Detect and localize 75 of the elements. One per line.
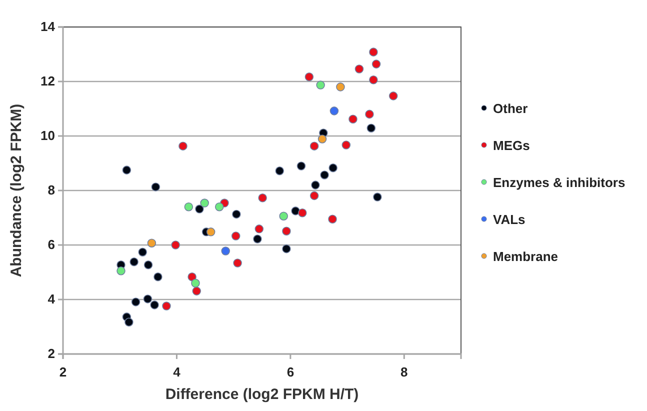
point bbox=[150, 300, 159, 310]
point bbox=[233, 258, 242, 268]
point bbox=[336, 82, 345, 92]
legend-label: Other bbox=[493, 101, 528, 116]
point bbox=[151, 182, 160, 192]
point bbox=[298, 208, 307, 218]
y-tick-label: 4 bbox=[48, 292, 56, 307]
point bbox=[191, 278, 200, 288]
y-tick-label: 12 bbox=[40, 74, 55, 89]
point bbox=[310, 142, 319, 150]
point bbox=[192, 286, 202, 296]
point bbox=[282, 244, 291, 254]
point bbox=[373, 192, 382, 202]
point bbox=[147, 238, 156, 248]
point bbox=[178, 142, 188, 150]
point bbox=[188, 272, 196, 282]
legend-label: Membrane bbox=[493, 249, 558, 264]
point bbox=[311, 180, 320, 190]
x-tick-label: 2 bbox=[59, 364, 67, 380]
x-axis-title: Difference (log2 FPKM H/T) bbox=[165, 386, 359, 403]
point bbox=[184, 202, 194, 212]
x-tick-label: 4 bbox=[173, 364, 182, 380]
point bbox=[348, 114, 358, 124]
point bbox=[130, 258, 138, 266]
y-tick-label: 10 bbox=[40, 128, 55, 144]
point bbox=[320, 170, 329, 180]
y-tick-label: 8 bbox=[48, 182, 55, 198]
point bbox=[318, 134, 327, 144]
y-tick-label: 2 bbox=[48, 346, 55, 362]
point bbox=[369, 48, 378, 56]
point bbox=[330, 106, 339, 116]
point bbox=[354, 64, 364, 74]
point bbox=[206, 228, 216, 236]
point bbox=[310, 191, 319, 200]
point bbox=[365, 110, 374, 119]
x-tick-label: 8 bbox=[400, 364, 408, 380]
point bbox=[138, 248, 147, 256]
legend-label: MEGs bbox=[493, 138, 530, 153]
point bbox=[221, 246, 230, 256]
point bbox=[369, 75, 378, 84]
point bbox=[232, 210, 241, 219]
point bbox=[200, 198, 209, 208]
point bbox=[195, 204, 204, 214]
point bbox=[388, 92, 398, 100]
y-axis-title: Abundance (log2 FPKM) bbox=[8, 104, 25, 278]
point bbox=[253, 234, 262, 244]
point bbox=[122, 166, 132, 174]
point bbox=[171, 240, 180, 250]
point bbox=[231, 232, 240, 240]
point bbox=[316, 80, 325, 90]
point bbox=[116, 266, 126, 276]
point bbox=[254, 224, 264, 234]
point bbox=[154, 272, 162, 282]
point bbox=[144, 260, 153, 270]
point bbox=[296, 162, 306, 170]
point bbox=[328, 164, 338, 172]
point bbox=[342, 140, 351, 150]
point bbox=[279, 212, 288, 220]
legend-label: VALs bbox=[493, 212, 526, 227]
point bbox=[275, 166, 284, 176]
point bbox=[124, 318, 134, 326]
point bbox=[258, 193, 267, 202]
x-tick-label: 6 bbox=[286, 364, 294, 380]
point bbox=[366, 124, 376, 132]
legend-label: Enzymes & inhibitors bbox=[493, 175, 626, 190]
point bbox=[328, 214, 337, 224]
point bbox=[214, 202, 224, 212]
y-tick-label: 6 bbox=[48, 237, 55, 252]
point bbox=[282, 226, 291, 236]
point bbox=[372, 60, 381, 68]
point bbox=[143, 294, 152, 304]
point bbox=[162, 302, 171, 310]
point bbox=[304, 72, 314, 82]
point bbox=[131, 298, 140, 306]
y-tick-label: 14 bbox=[40, 19, 56, 34]
